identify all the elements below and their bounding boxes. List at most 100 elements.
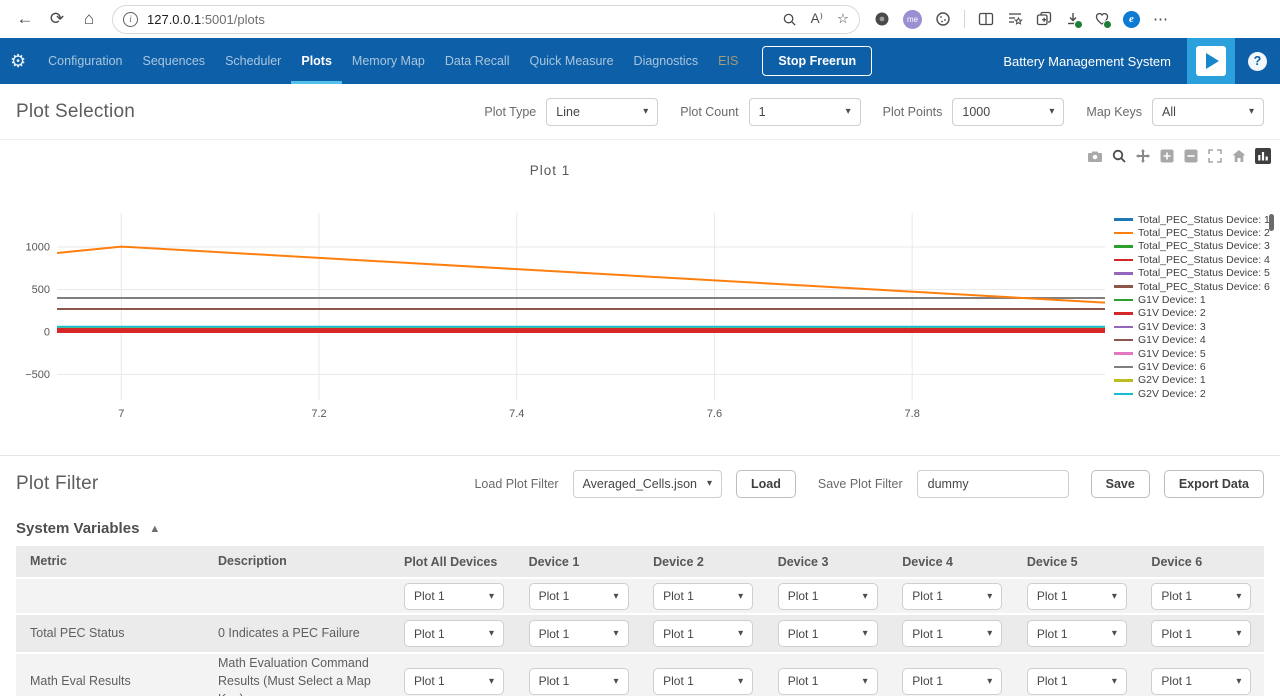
refresh-icon[interactable]: ⟳ — [49, 9, 65, 28]
legend-item[interactable]: Total_PEC_Status Device: 4 — [1114, 253, 1270, 266]
plot-assign-dropdown[interactable]: Plot 1 ▾ — [1026, 667, 1127, 695]
zoom-page-icon[interactable] — [782, 12, 797, 27]
favorite-star-icon[interactable]: ☆ — [836, 11, 849, 26]
load-button[interactable]: Load — [736, 469, 796, 498]
profile-badge-icon[interactable]: me — [903, 9, 922, 29]
split-screen-icon[interactable] — [978, 11, 994, 27]
plot-section: Plot 1 7 7.2 7.4 7.6 7.8 −500 0 500 1000 Total_P… — [0, 140, 1280, 455]
plot-assign-dropdown[interactable]: Plot 1 ▾ — [777, 667, 878, 695]
plotly-logo-icon[interactable] — [1253, 147, 1272, 164]
plot-assign-dropdown[interactable]: Plot 1 ▾ — [902, 582, 1003, 610]
plot-assign-dropdown[interactable]: Plot 1 ▾ — [777, 620, 878, 647]
plot-assign-dropdown[interactable]: Plot 1 ▾ — [1151, 620, 1252, 647]
nav-item[interactable]: Scheduler — [225, 54, 282, 68]
camera-icon[interactable] — [1085, 147, 1104, 164]
nav-item[interactable]: Diagnostics — [633, 54, 699, 68]
url-text[interactable]: 127.0.0.1:5001/plots — [147, 11, 265, 27]
save-filter-label: Save Plot Filter — [817, 476, 903, 491]
plot-assign-dropdown[interactable]: Plot 1 ▾ — [404, 620, 504, 647]
zoom-in-icon[interactable] — [1157, 147, 1176, 164]
plot-assign-dropdown[interactable]: Plot 1 ▾ — [1151, 582, 1252, 610]
plot-assign-dropdown[interactable]: Plot 1 ▾ — [653, 667, 754, 695]
autoscale-icon[interactable] — [1205, 147, 1224, 164]
chart-canvas[interactable]: 7 7.2 7.4 7.6 7.8 −500 0 500 1000 — [0, 195, 1115, 450]
legend-item[interactable]: G1V Device: 3 — [1114, 320, 1265, 333]
help-button[interactable]: ? — [1248, 51, 1267, 71]
legend-item[interactable]: Total_PEC_Status Device: 1 — [1114, 213, 1270, 226]
legend-item[interactable]: G1V Device: 4 — [1114, 334, 1265, 347]
home-icon[interactable]: ⌂ — [83, 9, 95, 28]
reset-axes-home-icon[interactable] — [1229, 147, 1248, 164]
legend-item[interactable]: Total_PEC_Status Device: 6 — [1114, 280, 1270, 293]
chevron-down-icon: ▾ — [643, 106, 649, 117]
nav-item[interactable]: Plots — [291, 38, 342, 84]
plot-assign-dropdown[interactable]: Plot 1 ▾ — [404, 667, 504, 695]
plot-assign-dropdown[interactable]: Plot 1 ▾ — [404, 582, 504, 610]
extension-cookie-icon[interactable] — [935, 11, 951, 27]
back-icon[interactable]: ← — [16, 9, 34, 28]
nav-item[interactable]: Quick Measure — [529, 54, 614, 68]
browser-essentials-icon[interactable] — [1094, 11, 1110, 27]
plot-assign-dropdown[interactable]: Plot 1 ▾ — [528, 667, 629, 695]
export-data-button[interactable]: Export Data — [1163, 469, 1264, 498]
plot-assign-dropdown[interactable]: Plot 1 ▾ — [528, 582, 629, 610]
plot-assign-dropdown[interactable]: Plot 1 ▾ — [653, 582, 754, 610]
chevron-down-icon: ▾ — [1111, 628, 1117, 639]
plot-assign-dropdown[interactable]: Plot 1 ▾ — [902, 620, 1003, 647]
plot-assign-dropdown[interactable]: Plot 1 ▾ — [1026, 620, 1127, 647]
legend-item[interactable]: G2V Device: 2 — [1114, 387, 1265, 400]
downloads-icon[interactable] — [1065, 11, 1081, 27]
page-info-icon[interactable]: i — [123, 11, 138, 27]
chevron-down-icon: ▾ — [738, 675, 744, 687]
legend-item[interactable]: G1V Device: 6 — [1114, 360, 1265, 373]
nav-item[interactable]: Memory Map — [351, 54, 425, 68]
legend-item[interactable]: Total_PEC_Status Device: 5 — [1114, 267, 1270, 280]
column-header: Plot All Devices — [404, 554, 498, 569]
chevron-down-icon: ▾ — [845, 106, 851, 117]
plot-assign-dropdown[interactable]: Plot 1 ▾ — [528, 620, 629, 647]
favorites-bar-icon[interactable] — [1007, 11, 1023, 27]
save-filter-input[interactable] — [916, 469, 1069, 498]
extension-shield-icon[interactable] — [874, 11, 890, 27]
legend-swatch — [1114, 365, 1133, 369]
plot-assign-dropdown[interactable]: Plot 1 ▾ — [1026, 582, 1127, 610]
legend-item[interactable]: G1V Device: 2 — [1114, 307, 1265, 320]
control-dropdown[interactable]: 1 ▾ — [748, 97, 861, 126]
plot-assign-dropdown[interactable]: Plot 1 ▾ — [902, 667, 1003, 695]
address-bar[interactable]: i 127.0.0.1:5001/plots A⁾ ☆ — [112, 4, 860, 34]
control-dropdown[interactable]: All ▾ — [1152, 97, 1264, 126]
legend-item[interactable]: G1V Device: 5 — [1114, 347, 1265, 360]
legend-scrollbar[interactable] — [1269, 214, 1274, 231]
legend-label: Total_PEC_Status Device: 5 — [1138, 267, 1270, 280]
plot-assign-dropdown[interactable]: Plot 1 ▾ — [653, 620, 754, 647]
pan-icon[interactable] — [1133, 147, 1152, 164]
legend-item[interactable]: G1V Device: 1 — [1114, 293, 1265, 306]
legend-label: G2V Device: 1 — [1138, 374, 1206, 387]
stop-freerun-button[interactable]: Stop Freerun — [762, 46, 873, 76]
zoom-icon[interactable] — [1109, 147, 1128, 164]
plot-assign-dropdown[interactable]: Plot 1 ▾ — [777, 582, 878, 610]
play-tile-button[interactable] — [1187, 38, 1235, 84]
nav-item[interactable]: Sequences — [142, 54, 206, 68]
legend-item[interactable]: Total_PEC_Status Device: 2 — [1114, 226, 1270, 239]
table-header-row: Metric Description Plot All Devices Device … — [16, 546, 1264, 577]
collapse-up-icon[interactable]: ▲ — [149, 522, 161, 535]
legend-label: G1V Device: 4 — [1138, 334, 1206, 347]
settings-gear-icon[interactable]: ⚙ — [10, 50, 27, 71]
collections-icon[interactable] — [1036, 11, 1052, 27]
more-menu-icon[interactable]: ⋯ — [1153, 11, 1168, 28]
save-button[interactable]: Save — [1090, 469, 1150, 498]
legend-item[interactable]: G2V Device: 1 — [1114, 374, 1265, 387]
nav-item[interactable]: EIS — [718, 54, 739, 68]
read-aloud-icon[interactable]: A⁾ — [810, 11, 823, 26]
zoom-out-icon[interactable] — [1181, 147, 1200, 164]
plot-selection-controls: Plot Type Line ▾ Plot Count 1 ▾ Plot Point… — [484, 97, 1264, 126]
load-filter-dropdown[interactable]: Averaged_Cells.json ▾ — [572, 469, 723, 498]
plot-assign-dropdown[interactable]: Plot 1 ▾ — [1151, 667, 1252, 695]
nav-item[interactable]: Data Recall — [444, 54, 510, 68]
nav-item[interactable]: Configuration — [48, 54, 123, 68]
legend-item[interactable]: Total_PEC_Status Device: 3 — [1114, 240, 1270, 253]
control-dropdown[interactable]: 1000 ▾ — [952, 97, 1065, 126]
edge-logo-icon[interactable]: e — [1123, 10, 1140, 28]
control-dropdown[interactable]: Line ▾ — [546, 97, 659, 126]
